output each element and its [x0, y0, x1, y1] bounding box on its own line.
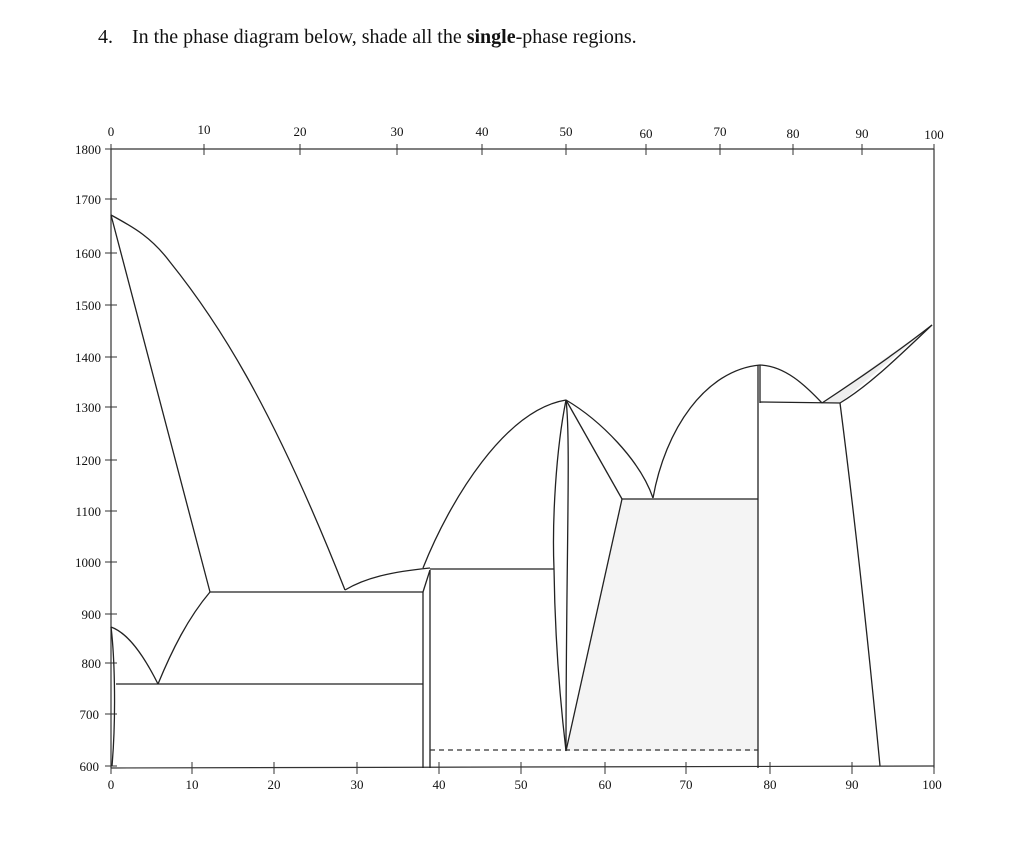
top-tick-label: 60 [640, 126, 653, 141]
top-tick-label: 80 [787, 126, 800, 141]
left-tick-label: 1000 [75, 555, 101, 570]
shaded-region-right-sliver [822, 325, 932, 403]
bottom-tick-label: 80 [764, 777, 777, 792]
liquidus-middle [344, 567, 431, 591]
bottom-tick-label: 50 [515, 777, 528, 792]
top-tick-label: 20 [294, 124, 307, 139]
left-tick-label: 1500 [75, 298, 101, 313]
top-tick-label: 90 [856, 126, 869, 141]
question-number: 4. [98, 26, 113, 48]
top-tick-label: 40 [476, 124, 489, 139]
shaded-region-center [566, 499, 758, 751]
compound-line-c [422, 569, 431, 593]
left-tick-label: 1600 [75, 246, 101, 261]
question-emphasis: single [466, 26, 516, 48]
left-tick-label: 600 [80, 759, 100, 774]
phase-boundaries [110, 214, 933, 768]
question-text-before: In the phase diagram below, shade all th… [132, 26, 467, 48]
left-tick-label: 1300 [75, 400, 101, 415]
liquidus-left [110, 214, 346, 591]
left-tick-label: 1400 [75, 350, 101, 365]
top-tick-label: 0 [108, 124, 115, 139]
bottom-tick-label: 10 [186, 777, 199, 792]
bottom-axis-line [110, 765, 935, 769]
top-tick-label: 30 [391, 124, 404, 139]
top-tick-label: 100 [924, 127, 944, 142]
left-tick-labels: 1800 1700 1600 1500 1400 1300 1200 1100 … [75, 142, 101, 774]
top-tick-label: 70 [714, 124, 727, 139]
left-tick-label: 1800 [75, 142, 101, 157]
solvus-left-c [110, 626, 116, 767]
liquidus-dome-b [652, 364, 761, 499]
top-tick-label: 10 [198, 122, 211, 137]
liquidus-right [821, 324, 933, 404]
bottom-tick-label: 60 [599, 777, 612, 792]
left-tick-label: 900 [82, 607, 102, 622]
left-tick-label: 700 [80, 707, 100, 722]
bottom-tick-label: 40 [433, 777, 446, 792]
question-text-after: -phase regions. [515, 26, 637, 48]
solidus-right [839, 324, 933, 404]
phase-boundary-center-left [552, 399, 567, 752]
bottom-tick-marks [110, 762, 935, 774]
left-tick-label: 1100 [75, 504, 101, 519]
left-tick-label: 800 [82, 656, 102, 671]
bottom-tick-labels: 0 10 20 30 40 50 60 70 80 90 100 [108, 777, 942, 792]
liquidus-rising-center [422, 399, 567, 569]
solvus-right [839, 402, 881, 767]
bottom-tick-label: 100 [922, 777, 942, 792]
left-tick-label: 1700 [75, 192, 101, 207]
solvus-left-a [110, 626, 159, 685]
solidus-center-right [565, 399, 623, 500]
phase-boundary-center-diag [565, 498, 623, 752]
top-tick-labels: 0 10 20 30 40 50 60 70 80 90 100 [108, 122, 944, 142]
bottom-tick-label: 30 [351, 777, 364, 792]
bottom-tick-label: 70 [680, 777, 693, 792]
peritectic-isotherm-right [759, 401, 841, 404]
question-text: 4. In the phase diagram below, shade all … [98, 26, 637, 49]
solvus-left-b [157, 591, 211, 685]
bottom-tick-label: 20 [268, 777, 281, 792]
bottom-tick-label: 90 [846, 777, 859, 792]
left-tick-marks [105, 148, 117, 767]
bottom-tick-label: 0 [108, 777, 115, 792]
top-tick-label: 50 [560, 124, 573, 139]
liquidus-dome-c [759, 364, 823, 404]
liquidus-dome-a [565, 399, 654, 499]
phase-boundary-center-right [565, 399, 569, 752]
left-tick-label: 1200 [75, 453, 101, 468]
solidus-left [110, 214, 211, 593]
